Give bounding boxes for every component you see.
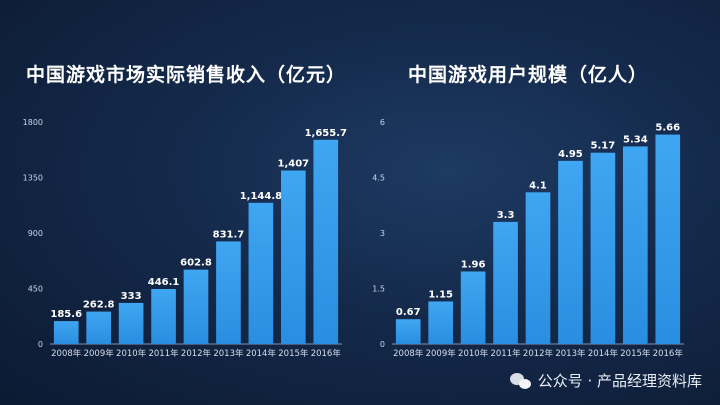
revenue-data-label: 1,144.8 <box>240 191 282 202</box>
users-y-tick-label: 6 <box>380 118 385 127</box>
users-bar <box>623 146 648 344</box>
users-x-tick-label: 2009年 <box>426 348 457 359</box>
chart-title-users: 中国游戏用户规模（亿人） <box>408 64 649 86</box>
revenue-y-tick-label: 450 <box>28 285 43 294</box>
users-data-label: 3.3 <box>497 210 515 221</box>
users-bar <box>655 134 681 344</box>
users-bar <box>428 301 453 344</box>
users-x-tick-label: 2008年 <box>393 348 424 359</box>
users-bar <box>493 221 518 344</box>
revenue-data-label: 185.6 <box>50 309 82 320</box>
revenue-bar <box>216 241 241 344</box>
revenue-x-tick-label: 2013年 <box>213 348 244 359</box>
users-data-label: 5.17 <box>591 141 616 152</box>
revenue-y-tick-label: 0 <box>38 340 43 349</box>
users-bar <box>395 319 421 344</box>
watermark-text: 公众号 · 产品经理资料库 <box>537 372 702 390</box>
watermark: 公众号 · 产品经理资料库 <box>509 370 702 391</box>
revenue-y-tick-label: 1350 <box>23 174 43 183</box>
revenue-bar <box>313 139 339 344</box>
users-x-tick-label: 2014年 <box>588 348 619 359</box>
revenue-bar <box>86 311 111 344</box>
users-x-tick-label: 2016年 <box>653 348 684 359</box>
users-data-label: 5.66 <box>655 123 680 134</box>
users-data-label: 5.34 <box>623 134 648 145</box>
revenue-x-tick-label: 2014年 <box>246 348 277 359</box>
wechat-icon <box>509 372 532 390</box>
users-x-tick-label: 2011年 <box>490 348 521 359</box>
users-y-tick-label: 0 <box>380 340 385 349</box>
users-x-tick-label: 2010年 <box>458 348 489 359</box>
revenue-bar <box>183 269 209 344</box>
users-data-label: 1.15 <box>428 289 453 300</box>
revenue-data-label: 831.7 <box>213 229 245 240</box>
users-data-label: 4.95 <box>558 149 583 160</box>
revenue-x-tick-label: 2016年 <box>311 348 342 359</box>
users-data-label: 0.67 <box>396 307 421 318</box>
revenue-x-tick-label: 2009年 <box>84 348 115 359</box>
users-bar <box>558 160 583 344</box>
users-y-tick-label: 4.5 <box>372 174 385 183</box>
revenue-x-tick-label: 2011年 <box>148 348 179 359</box>
users-y-tick-label: 3 <box>380 229 385 238</box>
users-x-tick-label: 2012年 <box>523 348 554 359</box>
users-x-tick-label: 2013年 <box>555 348 586 359</box>
revenue-data-label: 1,655.7 <box>305 128 347 139</box>
revenue-x-tick-label: 2015年 <box>278 348 309 359</box>
revenue-bar <box>151 288 176 344</box>
revenue-y-tick-label: 1800 <box>23 118 43 127</box>
users-bar <box>590 152 616 344</box>
revenue-data-label: 1,407 <box>278 158 310 169</box>
revenue-bar <box>53 321 79 344</box>
revenue-bar <box>118 302 144 344</box>
revenue-x-tick-label: 2010年 <box>116 348 147 359</box>
revenue-data-label: 333 <box>121 291 142 302</box>
users-data-label: 4.1 <box>529 180 547 191</box>
revenue-data-label: 446.1 <box>148 277 180 288</box>
revenue-y-tick-label: 900 <box>28 229 43 238</box>
users-y-tick-label: 1.5 <box>372 285 385 294</box>
users-x-tick-label: 2015年 <box>620 348 651 359</box>
users-data-label: 1.96 <box>461 259 486 270</box>
users-bar <box>460 271 486 344</box>
users-bar <box>525 192 551 344</box>
revenue-data-label: 602.8 <box>180 258 212 269</box>
revenue-x-tick-label: 2012年 <box>181 348 212 359</box>
revenue-bar <box>281 170 306 344</box>
revenue-x-tick-label: 2008年 <box>51 348 82 359</box>
revenue-data-label: 262.8 <box>83 300 115 311</box>
revenue-bar <box>248 202 274 344</box>
chart-title-revenue: 中国游戏市场实际销售收入（亿元） <box>26 64 347 86</box>
